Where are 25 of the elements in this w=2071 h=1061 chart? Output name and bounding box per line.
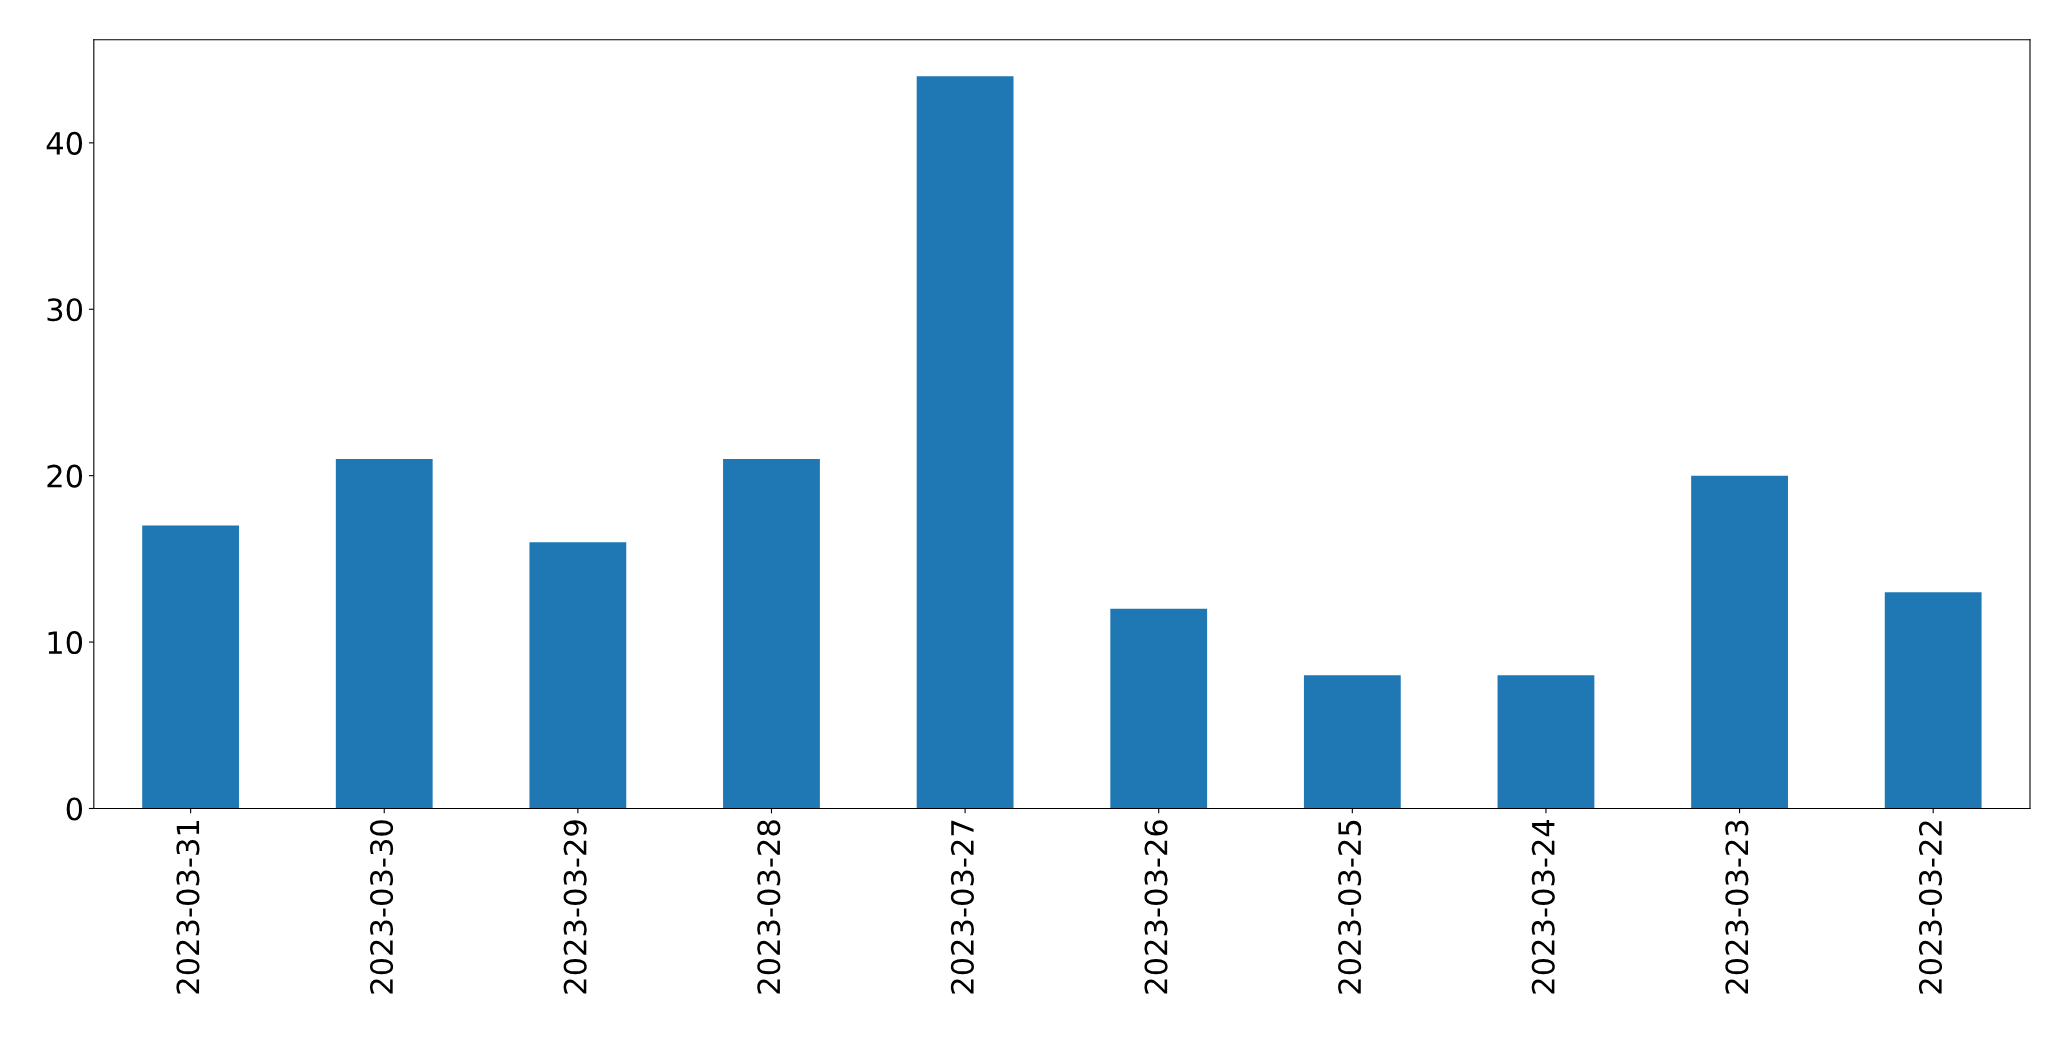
- x-tick-label: 2023-03-28: [757, 820, 781, 994]
- bar: [1884, 592, 1982, 809]
- y-tick-label: 40: [46, 131, 83, 155]
- x-tick-label: 2023-03-23: [1725, 820, 1749, 994]
- bar: [335, 459, 433, 809]
- bar: [1691, 475, 1788, 809]
- x-tick-label: 2023-03-24: [1531, 819, 1555, 994]
- y-tick-label: 30: [47, 298, 83, 322]
- bar: [1497, 675, 1595, 809]
- y-tick-label: 10: [48, 631, 83, 655]
- bar: [723, 459, 820, 809]
- bar: [529, 542, 627, 809]
- x-tick-label: 2023-03-29: [563, 820, 587, 994]
- bar: [1303, 675, 1401, 809]
- x-tick-label: 2023-03-27: [950, 820, 974, 994]
- x-tick-label: 2023-03-30: [370, 820, 394, 994]
- bar: [142, 525, 240, 809]
- bar: [1110, 608, 1208, 809]
- bar: [916, 76, 1014, 809]
- x-tick-label: 2023-03-25: [1338, 820, 1362, 994]
- y-tick-label: 0: [66, 797, 83, 821]
- x-tick-label: 2023-03-31: [176, 821, 200, 994]
- y-tick-label: 20: [47, 464, 83, 488]
- x-tick-label: 2023-03-22: [1918, 821, 1943, 994]
- x-tick-label: 2023-03-26: [1144, 820, 1168, 994]
